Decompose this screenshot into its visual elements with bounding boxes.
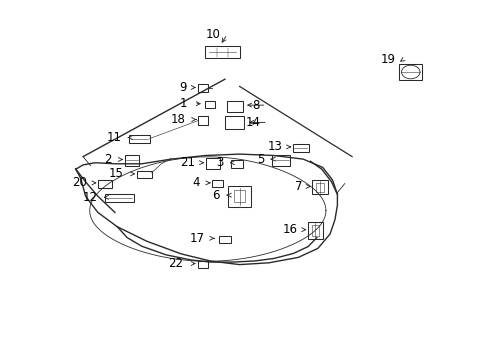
Text: 17: 17 <box>189 232 204 245</box>
Text: 21: 21 <box>180 156 195 169</box>
Text: 6: 6 <box>212 189 220 202</box>
Bar <box>205 158 219 169</box>
Bar <box>198 116 207 125</box>
Bar <box>205 46 239 58</box>
Bar <box>197 261 208 268</box>
Text: 11: 11 <box>106 131 121 144</box>
Text: 12: 12 <box>82 191 98 204</box>
Bar <box>230 160 243 168</box>
Text: 8: 8 <box>251 99 259 112</box>
Text: 9: 9 <box>179 81 186 94</box>
Bar <box>311 225 319 235</box>
Bar <box>129 135 149 143</box>
Text: 7: 7 <box>294 180 302 193</box>
Text: 18: 18 <box>171 113 185 126</box>
Text: 22: 22 <box>168 257 183 270</box>
Bar <box>226 101 242 112</box>
Bar <box>219 236 231 243</box>
Bar <box>98 180 112 188</box>
Text: 5: 5 <box>256 153 264 166</box>
Text: 3: 3 <box>216 156 224 169</box>
Text: 16: 16 <box>282 223 297 236</box>
Bar <box>197 84 208 92</box>
Bar <box>227 186 251 207</box>
Bar <box>307 222 322 239</box>
Bar <box>398 64 422 80</box>
Text: 1: 1 <box>179 97 186 110</box>
Text: 13: 13 <box>267 140 282 153</box>
Bar <box>205 101 215 108</box>
Text: 14: 14 <box>245 116 260 129</box>
Bar <box>137 171 151 178</box>
Bar <box>292 144 308 152</box>
Text: 15: 15 <box>108 167 123 180</box>
Bar <box>271 155 290 166</box>
Bar <box>312 180 327 194</box>
Bar <box>124 155 139 166</box>
Text: 4: 4 <box>192 176 199 189</box>
Text: 2: 2 <box>104 153 111 166</box>
Bar <box>105 194 134 202</box>
Text: 19: 19 <box>380 53 395 66</box>
Bar <box>233 190 245 202</box>
Text: 20: 20 <box>72 176 87 189</box>
Bar <box>212 180 223 187</box>
Bar <box>316 183 324 192</box>
Text: 10: 10 <box>205 28 220 41</box>
Bar <box>224 116 244 129</box>
